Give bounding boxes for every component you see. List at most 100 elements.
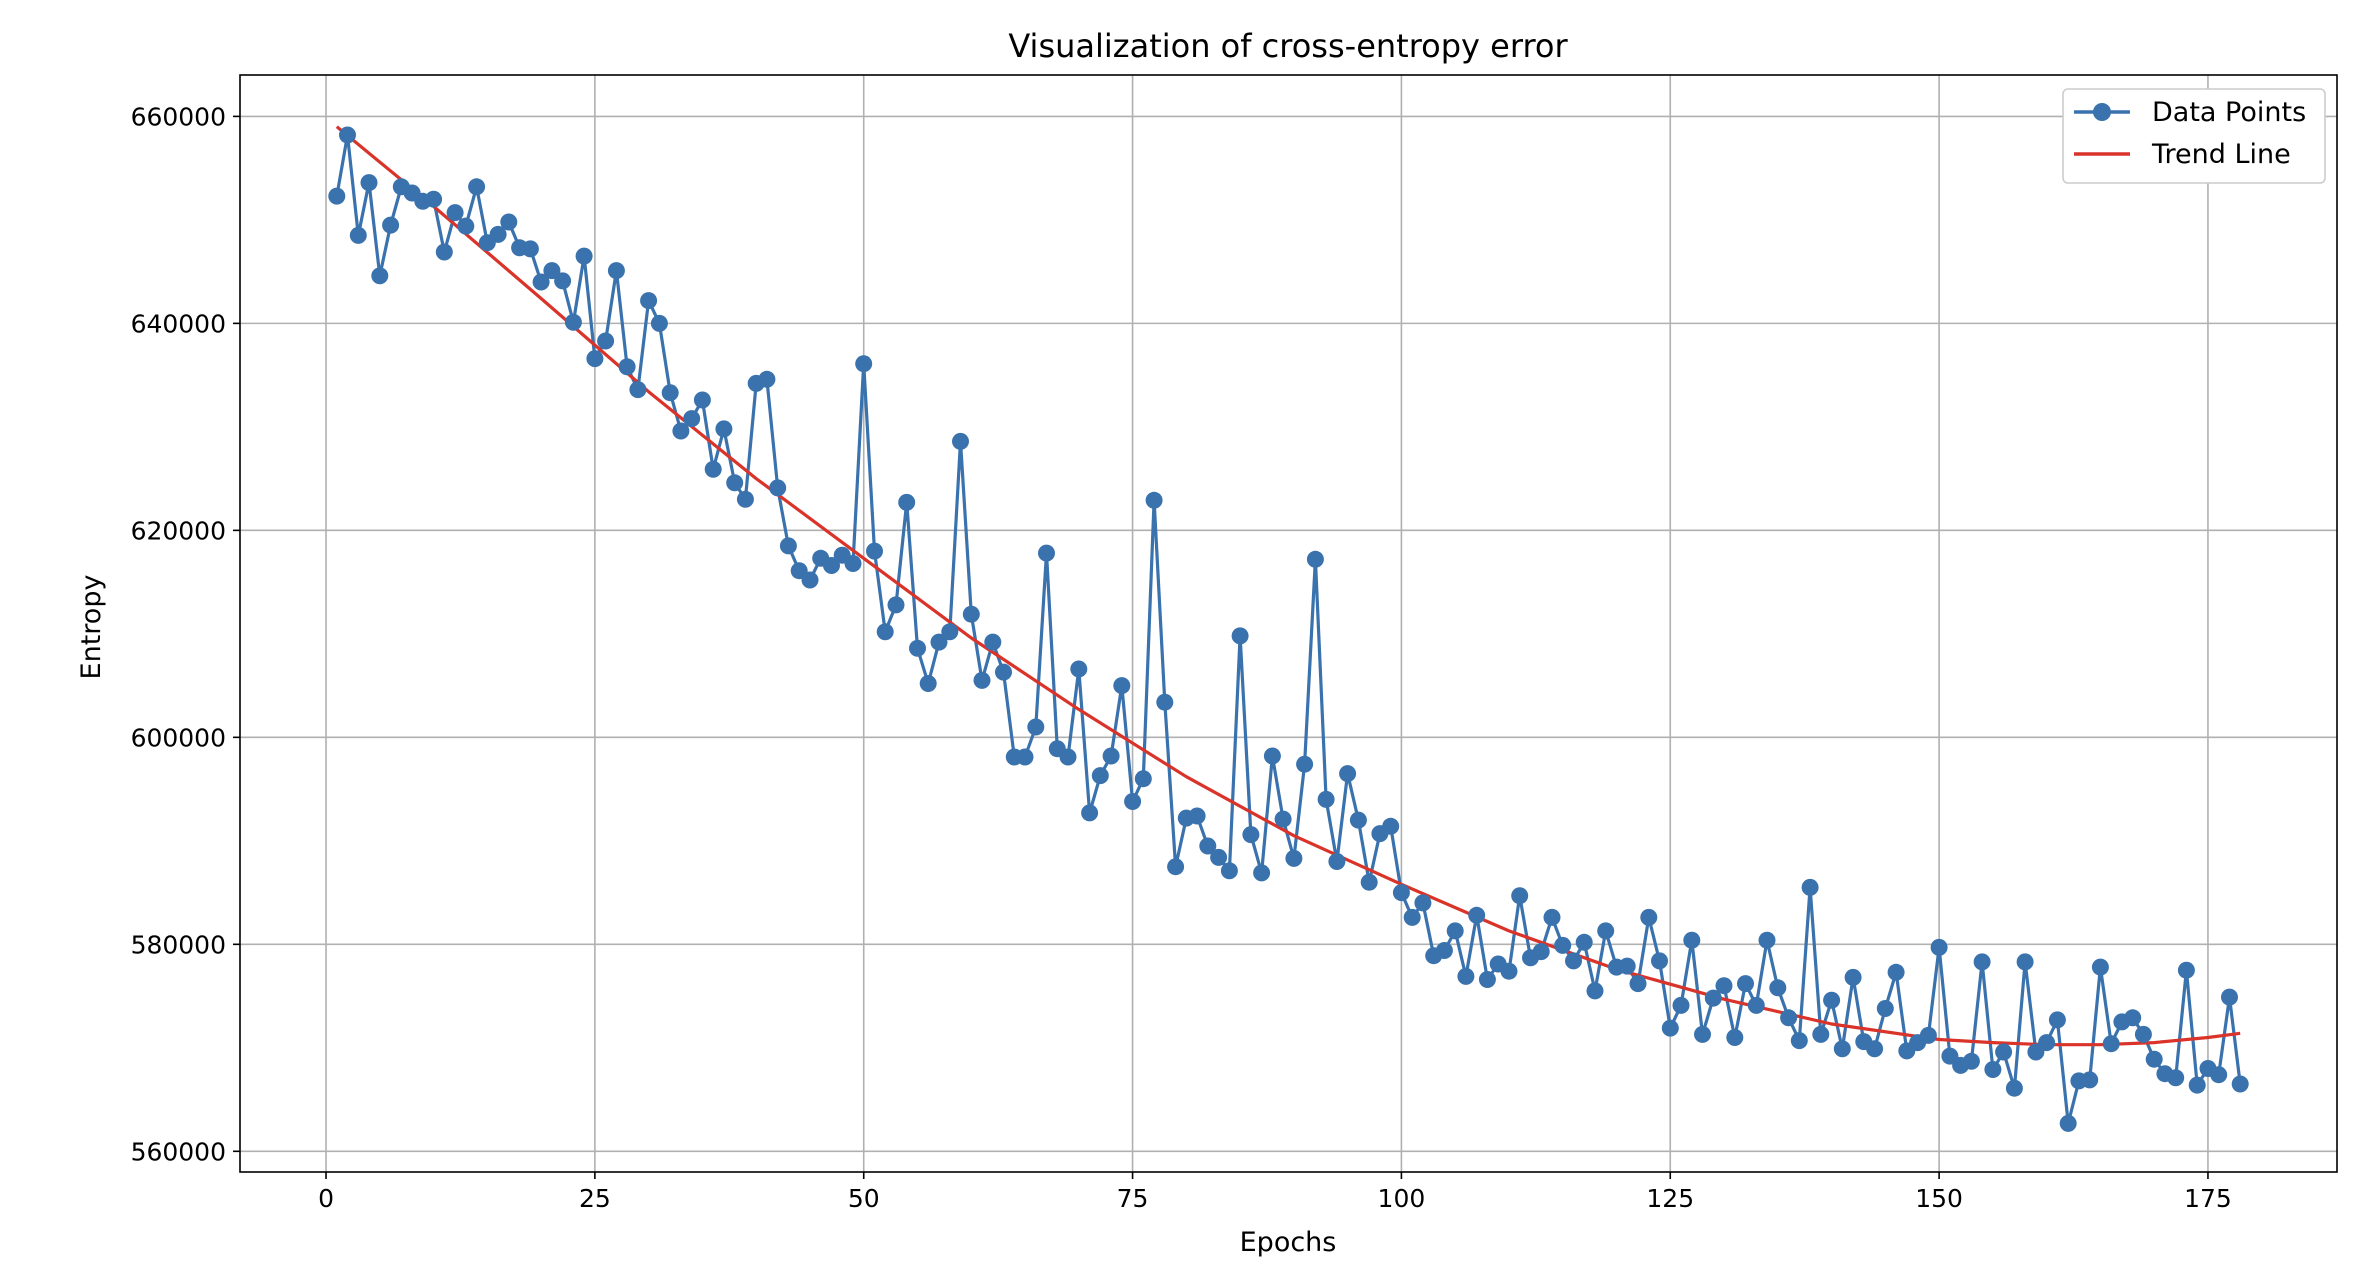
data-point bbox=[650, 314, 668, 332]
data-point bbox=[1188, 807, 1206, 825]
data-point bbox=[2059, 1114, 2077, 1132]
legend-data-points-marker bbox=[2093, 103, 2111, 121]
data-point bbox=[1672, 996, 1690, 1014]
data-point bbox=[1876, 1000, 1894, 1017]
data-point bbox=[962, 605, 980, 623]
data-point bbox=[2091, 958, 2109, 976]
data-point bbox=[1242, 826, 1260, 844]
x-axis: 0 25 50 75 100 125 150 175 bbox=[318, 1172, 2232, 1213]
data-point bbox=[1091, 767, 1109, 785]
data-point bbox=[887, 596, 905, 614]
data-point bbox=[1554, 936, 1572, 954]
data-point bbox=[1790, 1032, 1808, 1050]
data-point bbox=[1317, 790, 1335, 808]
data-point bbox=[2210, 1066, 2228, 1084]
y-axis-label: Entropy bbox=[76, 575, 107, 680]
data-point bbox=[1661, 1019, 1679, 1037]
data-point bbox=[1134, 770, 1152, 788]
data-point bbox=[1124, 793, 1142, 810]
data-point bbox=[586, 350, 604, 368]
x-tick-label: 25 bbox=[579, 1184, 611, 1213]
y-tick-label: 580000 bbox=[131, 930, 226, 959]
data-point bbox=[1769, 979, 1787, 997]
data-point bbox=[758, 370, 776, 388]
data-point bbox=[1532, 943, 1550, 961]
data-point bbox=[425, 190, 443, 208]
data-point bbox=[1414, 894, 1432, 912]
data-point bbox=[661, 384, 679, 402]
data-point bbox=[349, 226, 367, 244]
data-point bbox=[1618, 957, 1636, 975]
data-point bbox=[1145, 491, 1163, 509]
data-point bbox=[1349, 811, 1367, 829]
data-point bbox=[640, 292, 658, 310]
data-point bbox=[360, 174, 378, 192]
data-point bbox=[2231, 1075, 2249, 1093]
data-point bbox=[1199, 837, 1217, 855]
data-point bbox=[995, 663, 1012, 681]
data-point bbox=[554, 272, 572, 290]
y-tick-label: 560000 bbox=[131, 1137, 226, 1166]
data-point bbox=[1113, 677, 1131, 695]
data-point bbox=[1167, 858, 1185, 876]
data-point bbox=[564, 313, 582, 331]
data-point bbox=[1296, 755, 1314, 773]
data-point bbox=[693, 391, 711, 409]
data-point bbox=[973, 671, 991, 689]
data-point bbox=[683, 410, 701, 428]
y-tick-label: 600000 bbox=[131, 723, 226, 752]
x-tick-label: 0 bbox=[318, 1184, 334, 1213]
plot-frame bbox=[239, 74, 2338, 1173]
chart-title: Visualization of cross-entropy error bbox=[1008, 27, 1568, 65]
data-point bbox=[2005, 1079, 2023, 1097]
y-tick-label: 640000 bbox=[131, 309, 226, 338]
data-point bbox=[1801, 878, 1819, 896]
x-tick-label: 150 bbox=[1915, 1184, 1963, 1213]
data-point bbox=[726, 474, 744, 492]
data-point bbox=[1220, 862, 1238, 880]
data-point bbox=[1231, 627, 1249, 645]
data-point bbox=[823, 557, 840, 574]
data-point bbox=[1543, 908, 1561, 926]
data-point bbox=[457, 217, 475, 235]
data-point bbox=[2167, 1069, 2185, 1087]
data-point bbox=[1812, 1025, 1830, 1043]
data-point bbox=[855, 355, 873, 373]
data-point bbox=[382, 216, 400, 234]
data-point bbox=[1306, 550, 1324, 568]
data-point bbox=[2048, 1011, 2066, 1029]
data-point bbox=[1629, 975, 1647, 993]
trend-line bbox=[335, 125, 2241, 1047]
data-point bbox=[1715, 977, 1733, 995]
data-point bbox=[1995, 1043, 2013, 1061]
data-point bbox=[1919, 1026, 1937, 1044]
data-point bbox=[607, 262, 625, 280]
data-point bbox=[1511, 887, 1529, 905]
data-point bbox=[1651, 952, 1668, 970]
data-point bbox=[704, 460, 722, 478]
data-point bbox=[1597, 922, 1615, 940]
data-point bbox=[1328, 853, 1346, 870]
data-point bbox=[543, 262, 561, 280]
data-point bbox=[1016, 748, 1034, 766]
x-tick-label: 175 bbox=[2184, 1184, 2232, 1213]
data-point bbox=[500, 213, 518, 231]
data-point bbox=[1640, 908, 1658, 926]
data-point bbox=[446, 204, 464, 222]
data-point bbox=[1704, 989, 1722, 1007]
data-point bbox=[1737, 975, 1754, 993]
data-point bbox=[2102, 1035, 2120, 1053]
data-point bbox=[1457, 967, 1475, 985]
data-point bbox=[2081, 1071, 2099, 1089]
data-point bbox=[1694, 1025, 1711, 1043]
data-point bbox=[1984, 1061, 2002, 1078]
data-point bbox=[1392, 884, 1410, 902]
data-point bbox=[801, 571, 819, 589]
legend: Data Points Trend Line bbox=[2062, 88, 2326, 184]
data-point bbox=[1973, 953, 1991, 971]
data-point bbox=[1565, 952, 1582, 970]
data-point bbox=[2124, 1009, 2142, 1027]
data-point bbox=[1468, 906, 1486, 924]
data-point bbox=[1102, 747, 1120, 765]
